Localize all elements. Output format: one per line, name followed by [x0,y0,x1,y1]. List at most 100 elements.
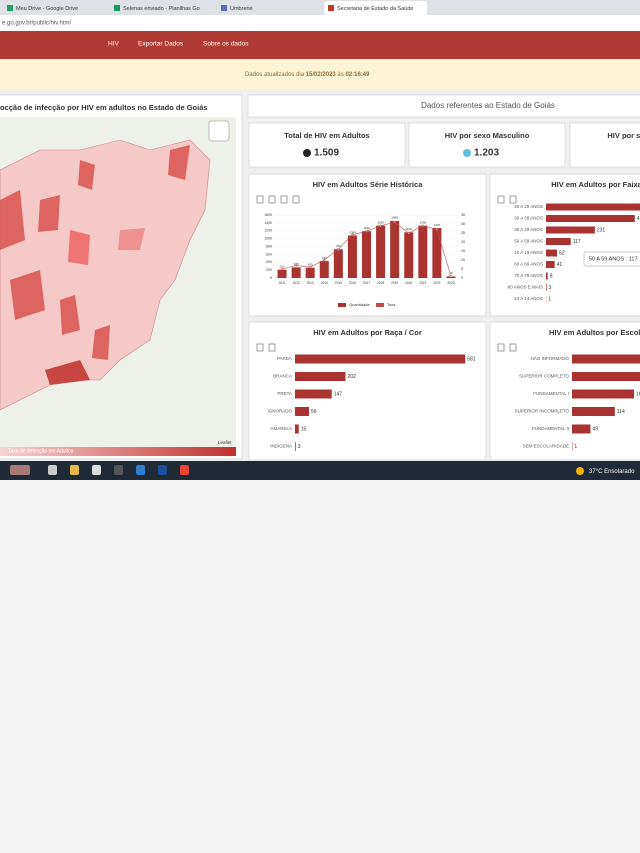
taskbar-icon[interactable] [48,465,57,475]
bar-value: 165 [636,391,640,397]
y-tick-label: 200 [266,268,272,272]
legend-swatch[interactable] [338,303,346,307]
tab[interactable] [324,1,427,15]
bar-value: 1450 [391,216,398,220]
toolbar-icon[interactable] [292,195,300,204]
y2-tick-label: 10 [461,258,465,262]
tab[interactable] [110,1,213,15]
tab-title[interactable]: Meu Drive - Google Drive [16,6,78,12]
bar-value: 231 [597,227,606,233]
bar-value: 15 [301,426,307,432]
url[interactable]: e.go.gov.br/public/hiv.html [2,21,71,27]
x-tick-label: 2011 [279,281,286,285]
notice-bar [0,60,640,89]
y-tick-label: 1200 [264,229,272,233]
y2-tick-label: 0 [461,276,463,280]
tab-icon [114,5,120,11]
bar [295,354,466,364]
taskbar-icon[interactable] [92,465,101,475]
bar [295,407,309,416]
toolbar-icon[interactable] [509,195,517,204]
chart-title: HIV em Adultos por Raça / Cor [313,328,422,337]
card-value: 1.509 [314,148,339,159]
taskbar-icon[interactable] [180,465,189,475]
legend-label[interactable]: Taxa [387,302,396,307]
bar-value: 430 [322,256,327,260]
taskbar-icon[interactable] [10,465,30,475]
legend-swatch[interactable] [376,303,384,307]
x-tick-label: 2012 [293,281,300,285]
x-tick-label: 2014 [321,281,328,285]
y2-tick-label: 35 [461,213,465,217]
y-tick-label: 0 [270,276,272,280]
toolbar-icon[interactable] [256,343,264,352]
tab[interactable] [3,1,106,15]
bar [546,284,547,291]
tab-icon [328,5,334,11]
toolbar-icon[interactable] [497,195,505,204]
toolbar-icon[interactable] [509,343,517,352]
bar-value: 202 [348,374,357,380]
taskbar-icon[interactable] [70,465,79,475]
bar-value: 3 [549,285,552,291]
weather: 37°C Ensolarado [589,469,635,475]
category-label: PARDA [277,356,292,361]
bar-value: 1330 [377,220,384,224]
tab-title[interactable]: Selenas enviado - Planilhas Go [123,6,200,12]
bar-value: 52 [559,250,565,256]
category-label: AMARELA [270,426,292,431]
taskbar-icon[interactable] [158,465,167,475]
card-label: Total de HIV em Adultos [284,131,369,140]
y-tick-label: 800 [266,244,272,248]
category-label: FUNDAMENTAL II [532,426,569,431]
bar [546,238,571,245]
map-attribution: Leaflet [218,440,232,445]
toolbar-icon[interactable] [280,195,288,204]
bar-value: 1270 [434,223,441,227]
bar [319,261,329,278]
bar-value: 147 [334,391,343,397]
toolbar-icon[interactable] [256,195,264,204]
category-label: 80 ANOS E MAIS [508,285,543,290]
category-label: SEM ESCOLARIDADE [523,444,569,449]
legend-label[interactable]: Quantidade [349,302,370,307]
bar-value: 41 [557,262,563,268]
bar [572,354,640,364]
category-label: 15 A 19 ANOS [514,250,543,255]
card-value: 1.203 [474,148,499,159]
toolbar-icon[interactable] [268,195,276,204]
nav-item[interactable]: Sobre os dados [203,41,249,48]
summary-card [248,122,406,168]
tab-title[interactable]: Umbrene [230,6,253,12]
bar [546,249,557,257]
bar [361,231,372,278]
x-tick-label: 2023 [447,281,454,285]
tab-icon [7,5,13,11]
bar [376,225,386,278]
x-tick-label: 2013 [307,281,314,285]
tab[interactable] [217,1,320,15]
taskbar-icon[interactable] [114,465,123,475]
nav-item[interactable]: HIV [108,41,120,48]
taskbar-icon[interactable] [136,465,145,475]
rate-line [281,221,452,277]
tooltip: 50 A 59 ANOS : 117 [589,256,638,262]
layers-button[interactable] [208,120,230,142]
bar [432,227,442,278]
bar-value: 210 [280,265,285,269]
bar [295,424,299,434]
category-label: IGNORADO [267,409,292,414]
tab-title[interactable]: Secretaria de Estado da Saúde [337,6,413,12]
x-tick-label: 2015 [335,281,342,285]
map-legend-bar [0,447,236,456]
toolbar-icon[interactable] [268,343,276,352]
toolbar-icon[interactable] [497,343,505,352]
bar [546,226,595,234]
y-tick-label: 1600 [264,213,272,217]
x-tick-label: 2021 [419,281,426,285]
card-label: HIV por sexo Masculino [445,131,530,140]
category-label: BRANCA [273,374,292,379]
bar-value: 681 [467,356,476,362]
nav-item[interactable]: Exportar Dados [138,41,184,48]
